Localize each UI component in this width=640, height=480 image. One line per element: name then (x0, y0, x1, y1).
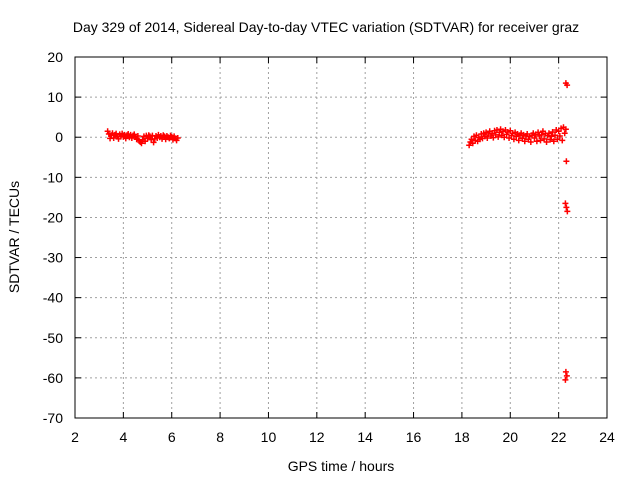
x-tick-label: 2 (71, 429, 79, 445)
data-point (559, 137, 566, 144)
grid-layer (75, 57, 607, 418)
data-point (562, 126, 569, 133)
x-tick-label: 12 (309, 429, 325, 445)
data-point (547, 136, 554, 143)
data-point (550, 138, 557, 145)
y-tick-label: -30 (43, 250, 63, 266)
data-point (160, 132, 167, 139)
data-point (562, 368, 569, 375)
data-point (543, 139, 550, 146)
x-tick-label: 8 (216, 429, 224, 445)
data-point (549, 129, 556, 136)
data-point (521, 138, 528, 145)
y-tick-label: 20 (47, 49, 63, 65)
x-tick-label: 16 (406, 429, 422, 445)
data-point (563, 158, 570, 165)
data-point (122, 135, 129, 142)
data-point (545, 130, 552, 137)
data-point (104, 128, 111, 135)
data-point (564, 208, 571, 215)
x-tick-label: 18 (454, 429, 470, 445)
y-tick-label: -70 (43, 410, 63, 426)
data-point (533, 138, 540, 145)
y-tick-label: -10 (43, 169, 63, 185)
tick-layer: 2 4 6 8 10 12 14 16 18 20 22 2420100-10-20-30-40-50… (43, 49, 615, 445)
x-axis-label: GPS time / hours (288, 458, 395, 474)
y-tick-label: -40 (43, 290, 63, 306)
y-axis-label: SDTVAR / TECUs (6, 181, 22, 293)
data-point (564, 82, 571, 89)
y-tick-label: -60 (43, 370, 63, 386)
points-layer (104, 80, 571, 383)
data-point (538, 131, 545, 138)
x-tick-label: 10 (261, 429, 277, 445)
data-point (167, 132, 174, 139)
y-tick-label: 10 (47, 89, 63, 105)
data-point (174, 135, 181, 142)
x-tick-label: 24 (599, 429, 615, 445)
data-point (541, 135, 548, 142)
data-point (515, 137, 522, 144)
y-tick-label: -50 (43, 330, 63, 346)
data-point (563, 372, 570, 379)
data-point (562, 376, 569, 383)
data-point (552, 132, 559, 139)
y-tick-label: -20 (43, 209, 63, 225)
data-point (484, 135, 491, 142)
data-point (556, 133, 563, 140)
x-tick-label: 22 (551, 429, 567, 445)
x-tick-label: 6 (168, 429, 176, 445)
data-point (527, 139, 534, 146)
data-point (554, 136, 561, 143)
data-point (150, 139, 157, 146)
x-tick-label: 20 (502, 429, 518, 445)
data-point (562, 200, 569, 207)
data-point (495, 133, 502, 140)
data-point (110, 135, 117, 142)
data-point (561, 130, 568, 137)
y-tick-label: 0 (55, 129, 63, 145)
chart-title: Day 329 of 2014, Sidereal Day-to-day VTE… (73, 19, 579, 35)
data-point (138, 140, 145, 147)
plot-frame (74, 56, 608, 419)
data-point (466, 142, 473, 149)
x-tick-label: 4 (119, 429, 127, 445)
data-point (531, 135, 538, 142)
data-point (134, 133, 141, 140)
data-point (563, 204, 570, 211)
data-point (548, 133, 555, 140)
data-point (535, 129, 542, 136)
x-tick-label: 14 (357, 429, 373, 445)
data-point (113, 130, 120, 137)
data-point (537, 137, 544, 144)
